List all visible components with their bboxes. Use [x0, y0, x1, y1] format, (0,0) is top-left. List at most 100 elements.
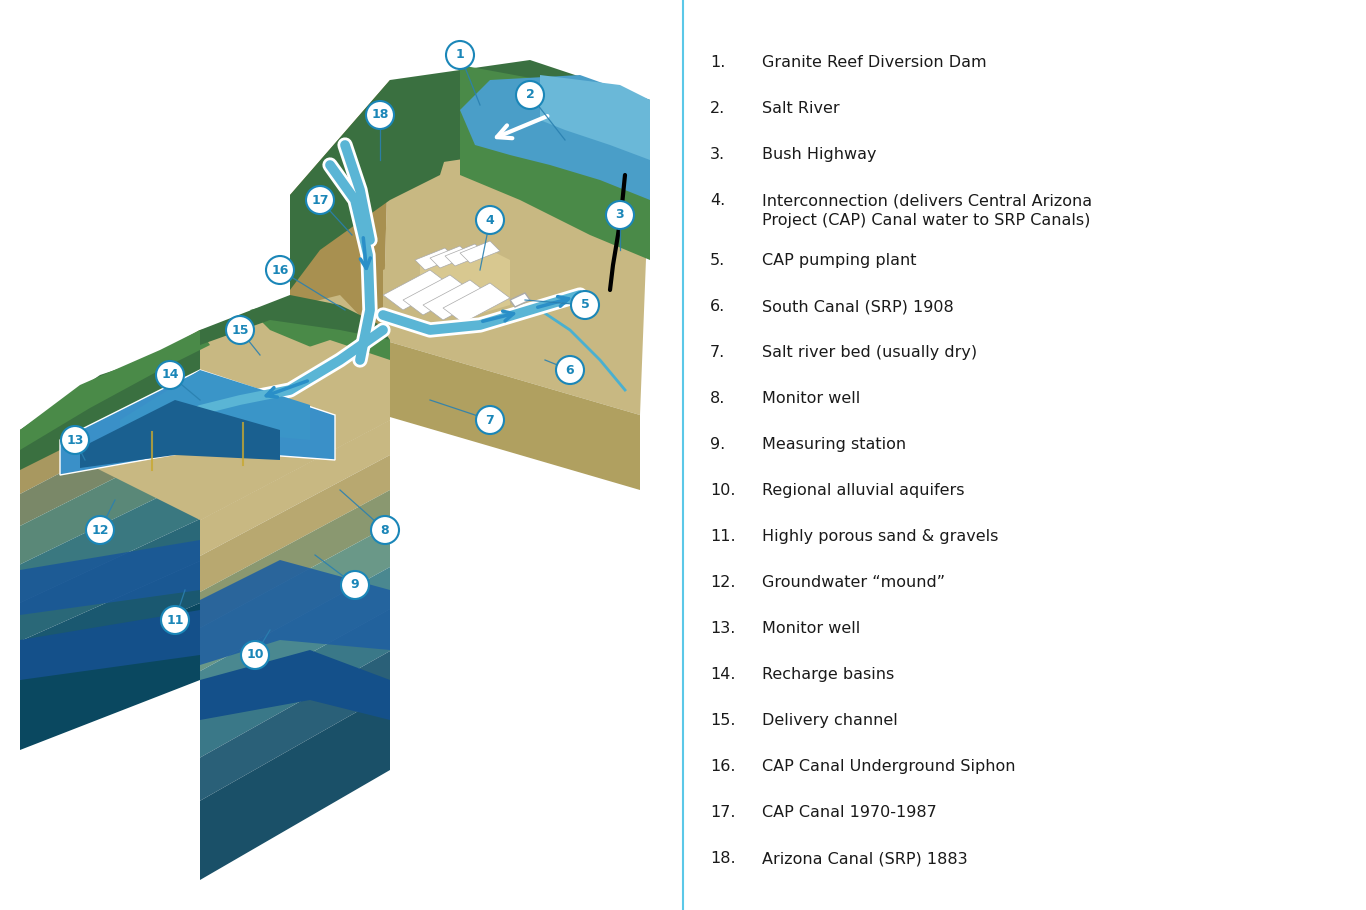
- Text: 1: 1: [456, 48, 464, 62]
- Text: 4.: 4.: [710, 193, 725, 208]
- Polygon shape: [443, 283, 510, 323]
- Circle shape: [225, 316, 254, 344]
- Text: 15: 15: [231, 323, 249, 337]
- Circle shape: [556, 356, 585, 384]
- Text: Regional alluvial aquifers: Regional alluvial aquifers: [762, 483, 964, 498]
- Circle shape: [86, 516, 113, 544]
- Circle shape: [306, 186, 335, 214]
- Text: 9: 9: [351, 579, 359, 592]
- Polygon shape: [20, 435, 199, 564]
- Polygon shape: [20, 400, 199, 526]
- Text: CAP pumping plant: CAP pumping plant: [762, 253, 917, 268]
- Polygon shape: [20, 330, 391, 520]
- Polygon shape: [430, 246, 470, 268]
- Text: South Canal (SRP) 1908: South Canal (SRP) 1908: [762, 299, 953, 314]
- Text: Salt River: Salt River: [762, 101, 840, 116]
- Polygon shape: [382, 340, 641, 490]
- Text: 6: 6: [566, 363, 574, 377]
- Text: 18: 18: [372, 108, 389, 122]
- Polygon shape: [199, 455, 391, 592]
- Polygon shape: [199, 525, 391, 672]
- Polygon shape: [20, 610, 199, 680]
- Polygon shape: [199, 651, 391, 801]
- Polygon shape: [199, 609, 391, 758]
- Polygon shape: [20, 603, 199, 750]
- Circle shape: [372, 516, 399, 544]
- Text: 17.: 17.: [710, 805, 735, 820]
- Polygon shape: [20, 477, 199, 602]
- Polygon shape: [240, 340, 391, 420]
- Circle shape: [366, 101, 393, 129]
- Polygon shape: [199, 295, 391, 520]
- Text: Monitor well: Monitor well: [762, 391, 861, 406]
- Text: 14.: 14.: [710, 667, 735, 682]
- Text: 11.: 11.: [710, 529, 736, 544]
- Text: 17: 17: [311, 194, 329, 207]
- Polygon shape: [382, 230, 520, 340]
- Text: 18.: 18.: [710, 851, 736, 866]
- Text: Arizona Canal (SRP) 1883: Arizona Canal (SRP) 1883: [762, 851, 967, 866]
- Text: Interconnection (delivers Central Arizona
Project (CAP) Canal water to SRP Canal: Interconnection (delivers Central Arizon…: [762, 193, 1093, 228]
- Text: 12: 12: [92, 523, 109, 537]
- Polygon shape: [199, 693, 391, 880]
- Text: Bush Highway: Bush Highway: [762, 147, 877, 162]
- Text: 6.: 6.: [710, 299, 725, 314]
- Circle shape: [156, 361, 184, 389]
- Polygon shape: [510, 293, 530, 307]
- Polygon shape: [20, 365, 199, 494]
- Polygon shape: [199, 560, 391, 665]
- Text: 9.: 9.: [710, 437, 725, 452]
- Text: 13: 13: [67, 433, 83, 447]
- Polygon shape: [419, 245, 510, 315]
- Polygon shape: [290, 80, 460, 290]
- Text: 2.: 2.: [710, 101, 725, 116]
- Text: 16.: 16.: [710, 759, 735, 774]
- Text: Highly porous sand & gravels: Highly porous sand & gravels: [762, 529, 999, 544]
- Circle shape: [240, 641, 269, 669]
- Polygon shape: [81, 400, 280, 468]
- Text: 7.: 7.: [710, 345, 725, 360]
- Polygon shape: [403, 275, 470, 315]
- Polygon shape: [199, 295, 391, 345]
- Polygon shape: [460, 241, 500, 263]
- Text: 12.: 12.: [710, 575, 735, 590]
- Polygon shape: [199, 567, 391, 714]
- Polygon shape: [460, 65, 650, 260]
- Polygon shape: [120, 370, 310, 445]
- Text: 10.: 10.: [710, 483, 735, 498]
- Polygon shape: [60, 370, 335, 475]
- Text: 4: 4: [486, 214, 494, 227]
- Circle shape: [266, 256, 294, 284]
- Text: Monitor well: Monitor well: [762, 621, 861, 636]
- Polygon shape: [445, 244, 485, 266]
- Polygon shape: [199, 650, 391, 720]
- Polygon shape: [415, 248, 455, 270]
- Text: Granite Reef Diversion Dam: Granite Reef Diversion Dam: [762, 55, 986, 70]
- Text: CAP Canal Underground Siphon: CAP Canal Underground Siphon: [762, 759, 1015, 774]
- Text: 5: 5: [581, 298, 589, 311]
- Text: 13.: 13.: [710, 621, 735, 636]
- Polygon shape: [20, 540, 199, 615]
- Polygon shape: [540, 75, 650, 160]
- Text: Measuring station: Measuring station: [762, 437, 906, 452]
- Text: 11: 11: [167, 613, 184, 626]
- Polygon shape: [290, 80, 391, 415]
- Circle shape: [571, 291, 600, 319]
- Polygon shape: [199, 490, 391, 628]
- Circle shape: [475, 206, 504, 234]
- Polygon shape: [382, 270, 449, 310]
- Text: Delivery channel: Delivery channel: [762, 713, 897, 728]
- Polygon shape: [20, 330, 199, 470]
- Text: Recharge basins: Recharge basins: [762, 667, 895, 682]
- Circle shape: [342, 571, 369, 599]
- Circle shape: [61, 426, 89, 454]
- Text: 1.: 1.: [710, 55, 725, 70]
- Polygon shape: [20, 330, 199, 462]
- Polygon shape: [423, 280, 490, 320]
- Text: CAP Canal 1970-1987: CAP Canal 1970-1987: [762, 805, 937, 820]
- Text: Salt river bed (usually dry): Salt river bed (usually dry): [762, 345, 977, 360]
- Polygon shape: [20, 519, 199, 642]
- Text: 15.: 15.: [710, 713, 735, 728]
- Text: 10: 10: [246, 649, 264, 662]
- Polygon shape: [20, 330, 210, 450]
